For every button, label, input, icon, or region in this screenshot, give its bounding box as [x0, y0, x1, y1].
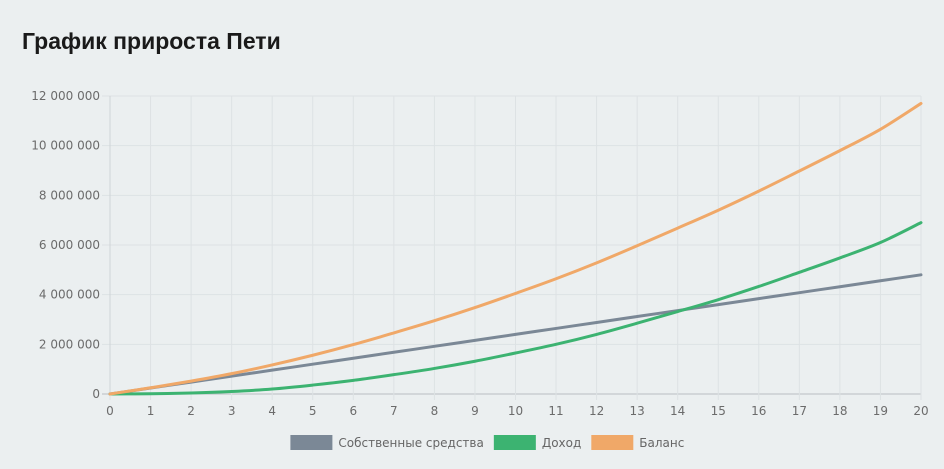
y-tick-label: 12 000 000	[31, 89, 100, 103]
x-tick-label: 11	[548, 404, 563, 418]
y-tick-label: 8 000 000	[39, 188, 100, 202]
chart-grid	[102, 95, 922, 400]
legend-swatch-2	[591, 435, 634, 450]
y-tick-label: 4 000 000	[39, 288, 100, 302]
y-tick-label: 6 000 000	[39, 238, 100, 252]
legend-label-0: Собственные средства	[338, 436, 483, 450]
legend-swatch-0	[290, 435, 333, 450]
x-tick-label: 12	[589, 404, 604, 418]
series-line-2	[108, 101, 923, 396]
x-tick-label: 7	[390, 404, 398, 418]
x-tick-label: 4	[268, 404, 276, 418]
legend-label-2: Баланс	[639, 436, 684, 450]
x-tick-label: 3	[228, 404, 236, 418]
x-tick-label: 18	[832, 404, 847, 418]
x-tick-label: 9	[471, 404, 479, 418]
chart-legend: Собственные средства Доход Баланс	[290, 435, 684, 450]
y-tick-label: 2 000 000	[39, 337, 100, 351]
page-title: График прироста Пети	[22, 28, 281, 54]
y-tick-label: 0	[92, 387, 100, 401]
x-tick-label: 16	[751, 404, 766, 418]
x-tick-label: 1	[147, 404, 155, 418]
x-tick-label: 15	[711, 404, 726, 418]
x-tick-label: 20	[913, 404, 928, 418]
legend-swatch-1	[493, 435, 536, 450]
x-tick-label: 17	[792, 404, 807, 418]
x-tick-label: 0	[106, 404, 114, 418]
x-tick-label: 13	[630, 404, 645, 418]
x-tick-label: 5	[309, 404, 317, 418]
x-tick-label: 10	[508, 404, 523, 418]
x-tick-label: 14	[670, 404, 685, 418]
series-line-1	[108, 221, 923, 396]
x-tick-label: 8	[431, 404, 439, 418]
x-tick-label: 19	[873, 404, 888, 418]
chart-axes: 0 2 000 000 4 000 000 6 000 000 8 000 000 10 …	[31, 89, 928, 418]
chart-series	[108, 101, 923, 396]
x-tick-label: 2	[187, 404, 195, 418]
x-tick-label: 6	[349, 404, 357, 418]
series-line-0	[108, 273, 923, 396]
y-tick-label: 10 000 000	[31, 139, 100, 153]
legend-label-1: Доход	[542, 436, 581, 450]
